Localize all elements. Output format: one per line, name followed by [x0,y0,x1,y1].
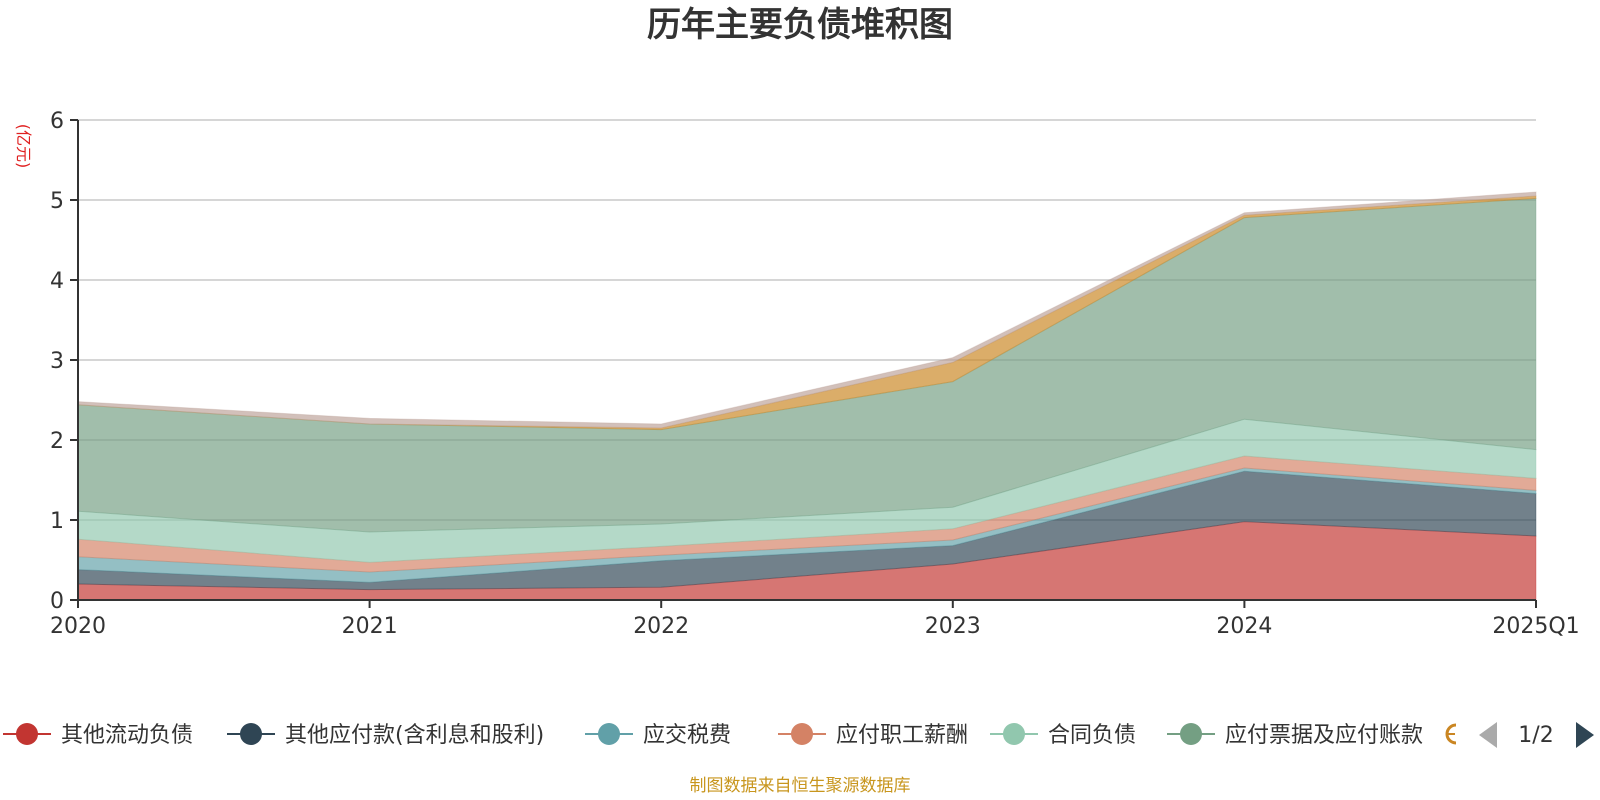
legend-prev-icon[interactable] [1479,722,1497,748]
legend-item-1[interactable]: 其他应付款(含利息和股利) [227,723,544,748]
legend-label: 应付职工薪酬 [836,723,968,748]
legend[interactable]: 其他流动负债 其他应付款(含利息和股利) 应交税费 应付职工薪酬 合同负债 应付票据及应付… [3,722,1594,748]
y-tick-label: 4 [50,269,64,294]
legend-marker [791,723,813,745]
legend-pager[interactable]: 1/2 [1479,722,1594,748]
y-tick-label: 1 [50,509,64,534]
y-tick-label: 6 [50,109,64,134]
legend-next-icon[interactable] [1576,722,1594,748]
legend-marker [240,723,262,745]
legend-label: 其他应付款(含利息和股利) [285,723,544,748]
legend-marker [16,723,38,745]
area-series-7 [77,191,1537,429]
y-tick-label: 3 [50,349,64,374]
legend-item-5[interactable]: 应付票据及应付账款 [1167,723,1423,748]
y-tick-label: 2 [50,429,64,454]
legend-label: 应付票据及应付账款 [1225,723,1423,748]
x-tick-label: 2021 [342,614,398,639]
legend-page-indicator: 1/2 [1518,723,1553,748]
y-axis-unit: (亿元) [14,124,33,169]
legend-item-6[interactable] [1445,723,1457,745]
legend-item-4[interactable]: 合同负债 [990,723,1136,748]
area-series-6 [77,195,1537,431]
x-tick-label: 2024 [1216,614,1272,639]
area-series [77,191,1537,601]
legend-label: 合同负债 [1048,723,1136,748]
legend-item-0[interactable]: 其他流动负债 [3,723,193,748]
legend-marker [1445,723,1457,745]
x-tick-label: 2025Q1 [1492,614,1579,639]
y-tick-label: 0 [50,589,64,614]
axes: 0 1 2 3 4 5 6 2020 2021 2022 2023 2024 2025Q1 [50,109,1580,639]
legend-label: 应交税费 [643,723,731,748]
legend-marker [1180,723,1202,745]
chart-title: 历年主要负债堆积图 [647,5,953,45]
x-tick-label: 2020 [50,614,106,639]
x-tick-label: 2023 [925,614,981,639]
legend-label: 其他流动负债 [61,723,193,748]
legend-item-2[interactable]: 应交税费 [585,723,731,748]
legend-marker [598,723,620,745]
y-tick-label: 5 [50,189,64,214]
data-source-note: 制图数据来自恒生聚源数据库 [690,776,911,796]
x-tick-label: 2022 [633,614,689,639]
legend-item-3[interactable]: 应付职工薪酬 [778,723,968,748]
legend-marker [1003,723,1025,745]
